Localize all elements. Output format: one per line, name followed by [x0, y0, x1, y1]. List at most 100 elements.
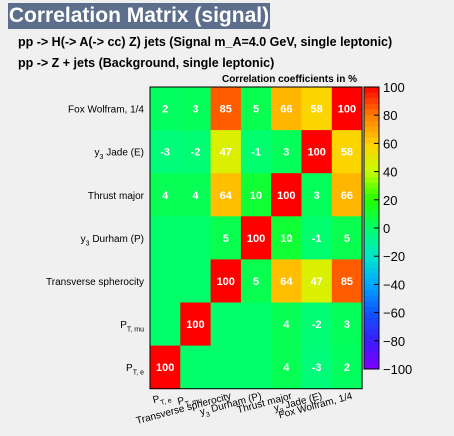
cell-value-label: 64: [220, 190, 233, 202]
cell-value-label: -2: [191, 147, 201, 159]
colorbar-segment: [364, 233, 379, 240]
cell-value-label: 66: [341, 190, 353, 202]
colorbar-tick-label: 80: [383, 108, 397, 123]
colorbar-segment: [364, 160, 379, 167]
heatmap-cell: [301, 130, 333, 174]
colorbar-segment: [364, 357, 379, 364]
colorbar-tick-label: −60: [383, 306, 405, 321]
heatmap-cell: [180, 173, 211, 217]
heatmap-cell: [180, 345, 211, 390]
colorbar-segment: [364, 211, 379, 218]
colorbar-segment: [364, 143, 379, 150]
colorbar-segment: [364, 273, 379, 280]
cell-value-label: 5: [344, 233, 350, 245]
heatmap-cell: [331, 345, 363, 390]
colorbar-segment: [364, 318, 379, 325]
heatmap-cell: [271, 345, 302, 390]
colorbar-segment: [364, 363, 379, 370]
colorbar-ticks: 100 80 60 40 20 0 −20 −40 −60 −80 −100: [374, 80, 412, 377]
colorbar-segment: [364, 228, 379, 235]
heatmap-cell: [240, 345, 272, 390]
chart-title-box: Correlation Matrix (signal): [8, 3, 270, 29]
cell-value-label: 10: [250, 190, 262, 202]
colorbar-tick-label: −80: [383, 334, 405, 349]
colorbar-tick-label: −20: [383, 249, 405, 264]
colorbar-segment: [364, 98, 379, 105]
cell-value-label: -1: [251, 147, 261, 159]
heatmap-cell: [180, 302, 211, 346]
heatmap-cell: [331, 216, 363, 260]
cell-value-label: 2: [344, 362, 350, 374]
colorbar-segment: [364, 239, 379, 246]
cell-value-label: 100: [156, 362, 174, 374]
cell-value-label: 85: [220, 104, 232, 116]
heatmap-cell: [240, 216, 272, 260]
colorbar-segment: [364, 87, 379, 94]
y-axis-labels: Fox Wolfram, 1/4 y3 Jade (E) Thrust major y…: [46, 105, 145, 377]
colorbar-segment: [364, 177, 379, 184]
signal-subtitle: pp -> H(-> A(-> cc) Z) jets (Signal m_A=…: [18, 35, 393, 49]
colorbar-tick-label: −100: [383, 362, 412, 377]
y-tick-label: Fox Wolfram, 1/4: [68, 105, 144, 116]
cell-value-label: 4: [192, 190, 199, 202]
heatmap-cell: [180, 216, 211, 260]
x-tick-label: PT, e: [152, 391, 173, 409]
colorbar-tick-label: 20: [383, 193, 397, 208]
cell-value-label: 58: [311, 104, 323, 116]
colorbar-segment: [364, 126, 379, 133]
colorbar-segment: [364, 340, 379, 347]
y-tick-label: PT, mu: [120, 320, 144, 334]
heatmap-cell: [210, 345, 242, 390]
colorbar-segment: [364, 120, 379, 127]
heatmap-cell: [301, 216, 333, 260]
heatmap-cell: [150, 87, 181, 131]
colorbar-segment: [364, 182, 379, 189]
heatmap-cell: [240, 130, 272, 174]
colorbar-segment: [364, 115, 379, 122]
heatmap-cell: [150, 216, 181, 260]
heatmap-cell: [210, 87, 242, 131]
colorbar-segment: [364, 137, 379, 144]
cell-value-label: 4: [162, 190, 169, 202]
x-tick-label: PT, mu: [176, 391, 203, 410]
heatmap-title-group: Correlation coefficients in %: [222, 74, 357, 85]
heatmap-cell: [301, 173, 333, 217]
y-tick-label: y3 Durham (P): [81, 234, 144, 248]
colorbar-segment: [364, 92, 379, 99]
heatmap-cell: [210, 173, 242, 217]
colorbar-segment: [364, 323, 379, 330]
colorbar-segment: [364, 244, 379, 251]
colorbar-segment: [364, 188, 379, 195]
heatmap-cell: [240, 259, 272, 303]
colorbar-segment: [364, 132, 379, 139]
heatmap-cell: [331, 173, 363, 217]
heatmap-cell: [150, 173, 181, 217]
colorbar-segment: [364, 149, 379, 156]
cell-value-label: 100: [186, 319, 204, 331]
background-subtitle: pp -> Z + jets (Background, single lepto…: [18, 56, 275, 70]
heatmap-cell: [271, 130, 302, 174]
cell-value-label: -1: [312, 233, 322, 245]
heatmap-cell: [150, 345, 181, 390]
heatmap-cell: [180, 87, 211, 131]
cell-value-label: 47: [311, 276, 323, 288]
colorbar: [363, 86, 380, 370]
heatmap-cell: [271, 87, 302, 131]
y-tick-label: y3 Jade (E): [95, 148, 144, 162]
cell-value-label: 3: [314, 190, 320, 202]
colorbar-segment: [364, 250, 379, 257]
cell-value-label: 5: [223, 233, 229, 245]
heatmap-cells: [149, 86, 363, 390]
cell-value-label: 3: [192, 104, 198, 116]
colorbar-segment: [364, 216, 379, 223]
heatmap-cell: [331, 130, 363, 174]
colorbar-segment: [364, 290, 379, 297]
colorbar-segment: [364, 222, 379, 229]
cell-value-label: 4: [283, 319, 290, 331]
heatmap-cell: [301, 302, 333, 346]
colorbar-segment: [364, 171, 379, 178]
heatmap-cell: [271, 173, 302, 217]
cell-value-label: 58: [341, 147, 353, 159]
